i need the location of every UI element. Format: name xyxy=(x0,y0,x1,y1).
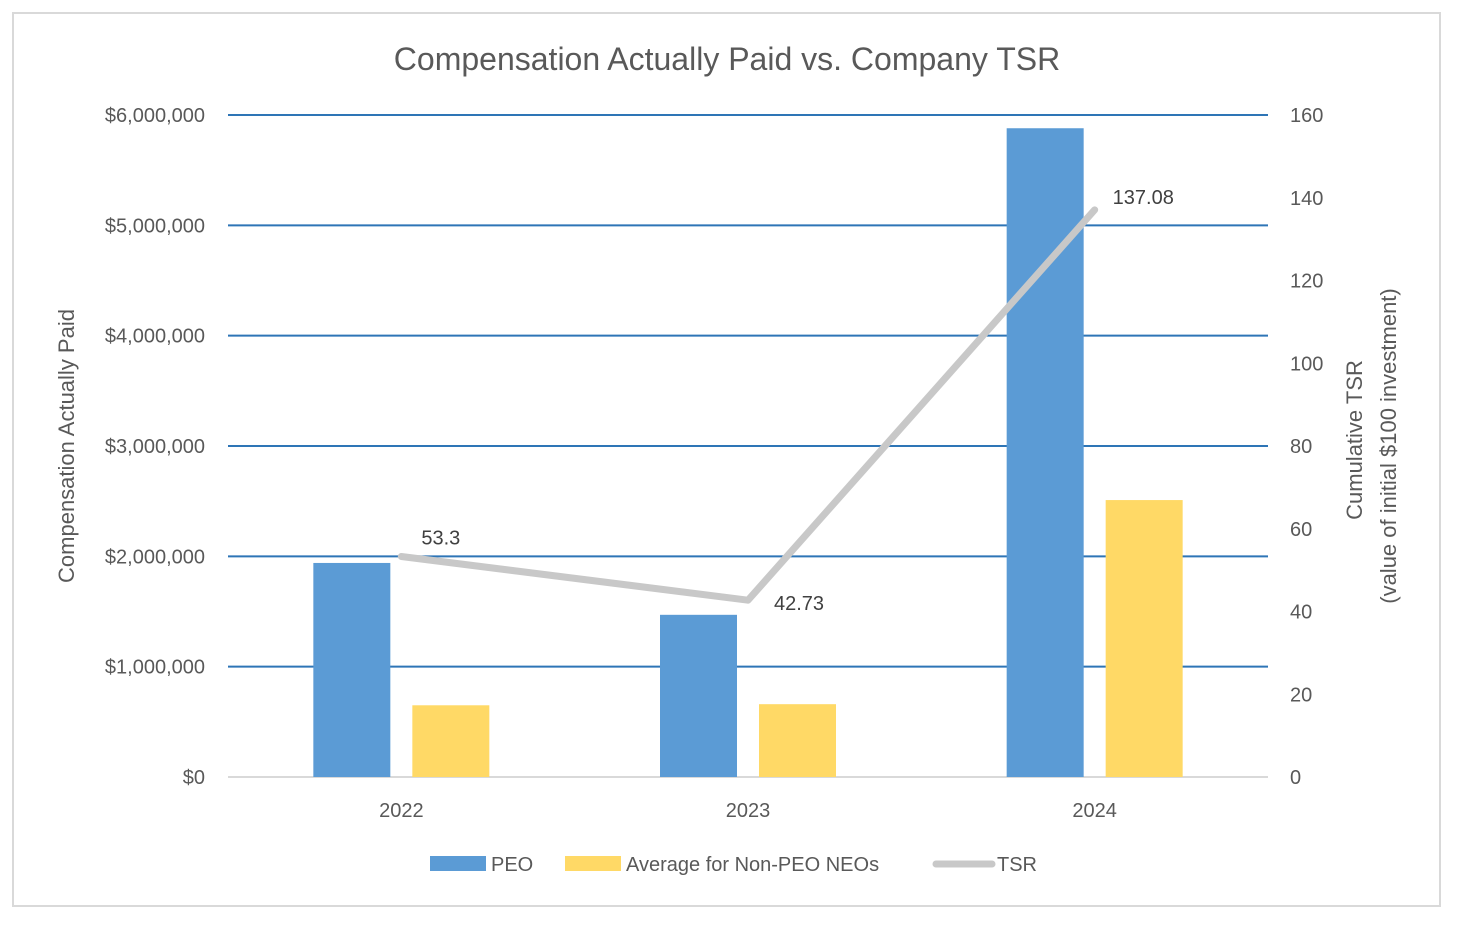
y-tick-label: $3,000,000 xyxy=(105,436,205,458)
bar-non-peo-neos xyxy=(412,705,490,777)
y-right-tick-label: 40 xyxy=(1290,602,1312,624)
tsr-data-label: 42.73 xyxy=(774,593,824,615)
y-right-tick-label: 160 xyxy=(1290,105,1323,127)
y-right-tick-label: 120 xyxy=(1290,271,1323,293)
legend: PEO Average for Non-PEO NEOs TSR xyxy=(430,854,1037,876)
tsr-line-group: 53.3 42.73 137.08 xyxy=(397,187,1174,615)
x-tick-label: 2023 xyxy=(726,800,771,822)
legend-swatch-peo xyxy=(430,856,486,871)
y-tick-label: $5,000,000 xyxy=(105,215,205,237)
chart-title: Compensation Actually Paid vs. Company T… xyxy=(394,41,1060,77)
y-right-tick-label: 80 xyxy=(1290,436,1312,458)
bar-peo xyxy=(1006,128,1084,778)
bar-non-peo-neos xyxy=(759,704,836,777)
tsr-line xyxy=(397,206,1099,604)
y-right-axis-title-line2: (value of initial $100 investment) xyxy=(1376,288,1401,604)
y-axis-title: Compensation Actually Paid xyxy=(54,309,79,583)
y-right-axis-title-line1: Cumulative TSR xyxy=(1342,360,1367,520)
y-tick-label: $2,000,000 xyxy=(105,546,205,568)
y-tick-label: $1,000,000 xyxy=(105,657,205,679)
tick-labels: $0 $1,000,000 $2,000,000 $3,000,000 $4,000,0… xyxy=(105,105,1323,822)
y-tick-label: $0 xyxy=(183,767,205,789)
legend-swatch-non-peo xyxy=(565,856,621,871)
y-right-tick-label: 60 xyxy=(1290,519,1312,541)
legend-label-peo: PEO xyxy=(491,854,533,876)
y-right-tick-label: 140 xyxy=(1290,188,1323,210)
y-right-tick-label: 0 xyxy=(1290,767,1301,789)
tsr-data-label: 53.3 xyxy=(421,527,460,549)
y-right-tick-label: 20 xyxy=(1290,684,1312,706)
bars xyxy=(313,128,1183,778)
legend-label-non-peo: Average for Non-PEO NEOs xyxy=(626,854,879,876)
y-right-tick-label: 100 xyxy=(1290,353,1323,375)
x-tick-label: 2024 xyxy=(1072,800,1117,822)
y-tick-label: $6,000,000 xyxy=(105,105,205,127)
gridlines xyxy=(228,114,1268,778)
bar-peo xyxy=(660,614,737,777)
bar-peo xyxy=(313,562,391,777)
tsr-data-label: 137.08 xyxy=(1113,187,1174,209)
x-tick-label: 2022 xyxy=(379,800,424,822)
bar-non-peo-neos xyxy=(1105,500,1183,777)
y-tick-label: $4,000,000 xyxy=(105,326,205,348)
legend-label-tsr: TSR xyxy=(997,854,1037,876)
